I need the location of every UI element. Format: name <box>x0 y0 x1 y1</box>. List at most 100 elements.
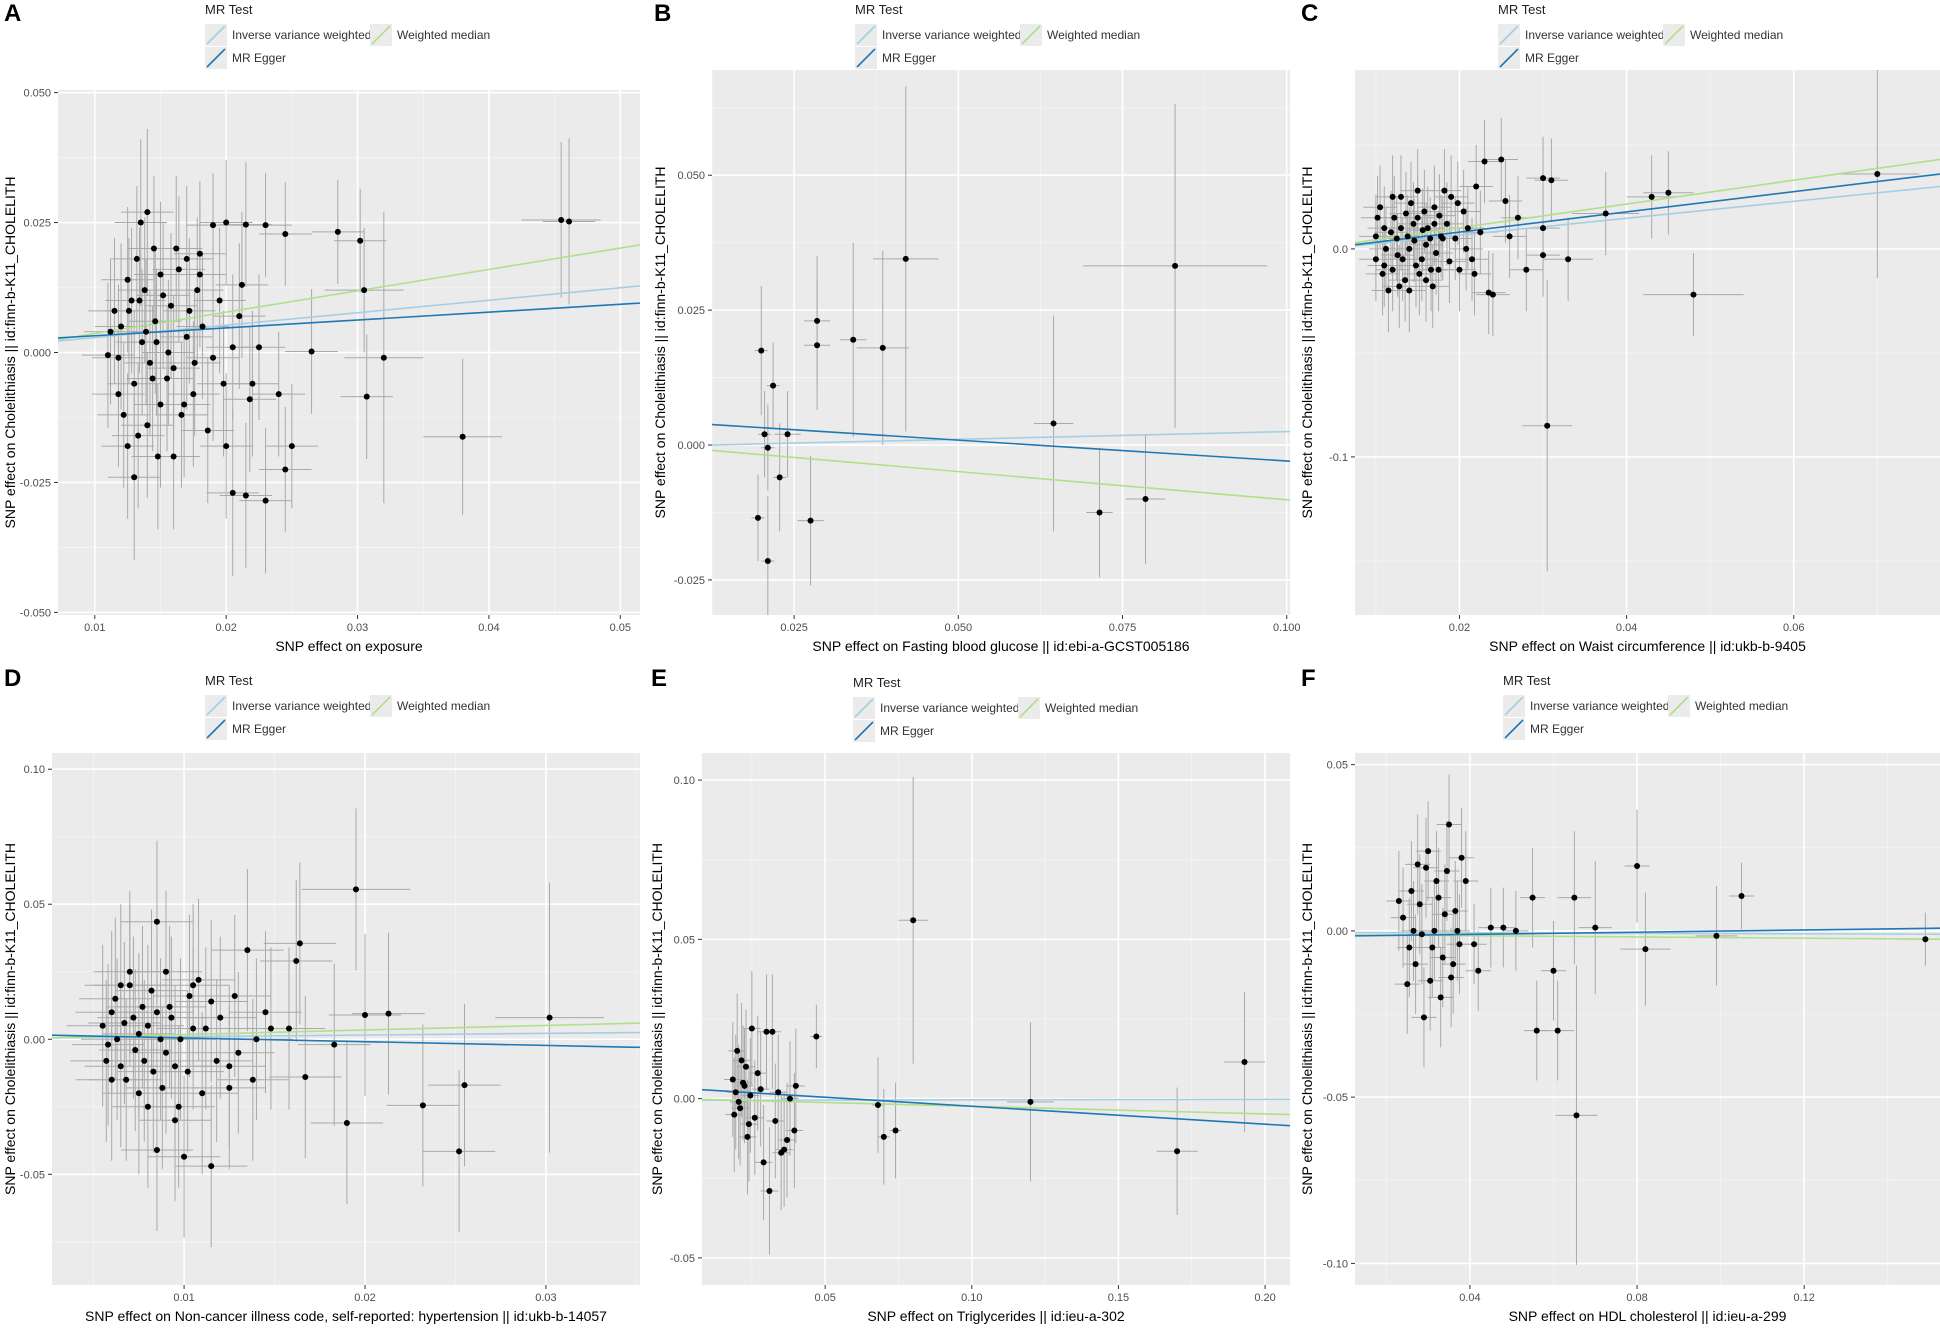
y-tick-label: -0.05 <box>1323 1092 1348 1104</box>
x-axis-label: SNP effect on Non-cancer illness code, s… <box>85 1308 607 1324</box>
y-tick-label: -0.10 <box>1323 1258 1348 1270</box>
data-point <box>162 968 169 975</box>
x-tick-label: 0.050 <box>945 622 973 634</box>
data-point <box>1410 927 1417 934</box>
chart-svg: 0.02 0.04 0.06 -0.1 0.0 SNP effect on Waist c… <box>1299 70 1940 654</box>
x-tick-label: 0.15 <box>1108 1292 1129 1304</box>
panel-label: E <box>651 665 668 692</box>
data-point <box>183 333 190 340</box>
data-point <box>190 982 197 989</box>
data-point <box>1713 932 1720 939</box>
data-point <box>183 255 190 262</box>
data-point <box>1428 266 1435 273</box>
data-point <box>1431 220 1438 227</box>
data-point <box>210 222 217 229</box>
regression-line-mr-egger <box>712 423 1290 463</box>
data-point <box>262 222 269 229</box>
y-tick-label: -0.05 <box>20 1169 45 1181</box>
data-point <box>1502 198 1509 205</box>
data-point <box>1381 262 1388 269</box>
legend-key <box>1503 695 1525 717</box>
data-point <box>107 328 114 335</box>
data-point <box>1424 225 1431 232</box>
legend-item-label: MR Egger <box>232 51 287 65</box>
data-point <box>99 1022 106 1029</box>
data-point <box>791 1127 798 1134</box>
legend-title: MR Test <box>855 2 903 17</box>
legend-item-label: Weighted median <box>1690 28 1784 42</box>
data-point <box>461 1082 468 1089</box>
legend-key <box>1498 47 1520 69</box>
data-point <box>1437 994 1444 1001</box>
panel-c: 0.02 0.04 0.06 -0.1 0.0 SNP effect on Waist c… <box>1297 0 1940 665</box>
data-point <box>157 1036 164 1043</box>
regression-line-inverse-variance-weighted <box>702 1098 1290 1102</box>
data-point <box>1473 183 1480 190</box>
data-point <box>748 1025 755 1032</box>
data-point <box>242 492 249 499</box>
x-tick-label: 0.01 <box>84 622 105 634</box>
data-point <box>1443 220 1450 227</box>
y-axis-label: SNP effect on Cholelithiasis || id:finn-… <box>652 167 668 519</box>
legend-key <box>1020 24 1042 46</box>
data-point <box>308 348 315 355</box>
data-point <box>262 1009 269 1016</box>
legend-title: MR Test <box>853 675 901 690</box>
data-point <box>1469 256 1475 263</box>
x-tick-label: 0.06 <box>1783 622 1804 634</box>
regression-line-weighted-median <box>712 449 1290 501</box>
data-point <box>775 1089 782 1096</box>
data-point <box>1416 270 1423 277</box>
data-point <box>1402 210 1409 217</box>
y-tick-label: 0.050 <box>677 170 705 182</box>
data-point <box>754 514 761 521</box>
y-tick-label: 0.05 <box>674 934 695 946</box>
y-tick-label: 0.025 <box>23 218 51 230</box>
data-point <box>253 1036 260 1043</box>
data-point <box>133 255 140 262</box>
data-point <box>1454 927 1461 934</box>
data-point <box>121 1020 128 1027</box>
data-point <box>126 982 133 989</box>
data-point <box>732 1089 739 1096</box>
data-point <box>1471 941 1478 948</box>
legend-item-label: Weighted median <box>397 699 491 713</box>
y-axis-label: SNP effect on Cholelithiasis || id:finn-… <box>1299 843 1315 1195</box>
data-point <box>296 940 303 947</box>
data-point <box>144 209 151 216</box>
legend-swatch <box>206 25 226 45</box>
data-point <box>148 987 155 994</box>
legend-swatch <box>1504 696 1524 716</box>
data-point <box>1241 1059 1248 1066</box>
data-point <box>1431 204 1438 211</box>
data-point <box>135 1030 142 1037</box>
data-point <box>1399 256 1406 263</box>
legend-item-label: Weighted median <box>1047 28 1141 42</box>
legend-swatch <box>371 696 391 716</box>
data-point <box>1512 927 1519 934</box>
data-point <box>1464 225 1471 232</box>
legend-swatch <box>371 25 391 45</box>
x-tick-label: 0.03 <box>535 1292 556 1304</box>
data-point <box>1419 227 1426 234</box>
legend-key <box>370 24 392 46</box>
data-point <box>157 401 164 408</box>
data-point <box>1477 229 1484 236</box>
data-point <box>114 1036 121 1043</box>
y-tick-label: -0.025 <box>20 477 51 489</box>
y-tick-label: -0.050 <box>20 607 51 619</box>
legend-swatch <box>856 48 876 68</box>
plot-background <box>712 70 1290 615</box>
data-point <box>1377 204 1384 211</box>
legend-key <box>853 697 875 719</box>
data-point <box>208 998 215 1005</box>
data-point <box>380 354 387 361</box>
panel-label: F <box>1301 665 1316 692</box>
y-tick-label: 0.00 <box>24 1034 45 1046</box>
data-point <box>1446 258 1453 265</box>
data-point <box>1554 1027 1561 1034</box>
data-point <box>108 1009 115 1016</box>
data-point <box>1423 864 1430 871</box>
data-point <box>226 1084 233 1091</box>
data-point <box>1400 914 1407 921</box>
